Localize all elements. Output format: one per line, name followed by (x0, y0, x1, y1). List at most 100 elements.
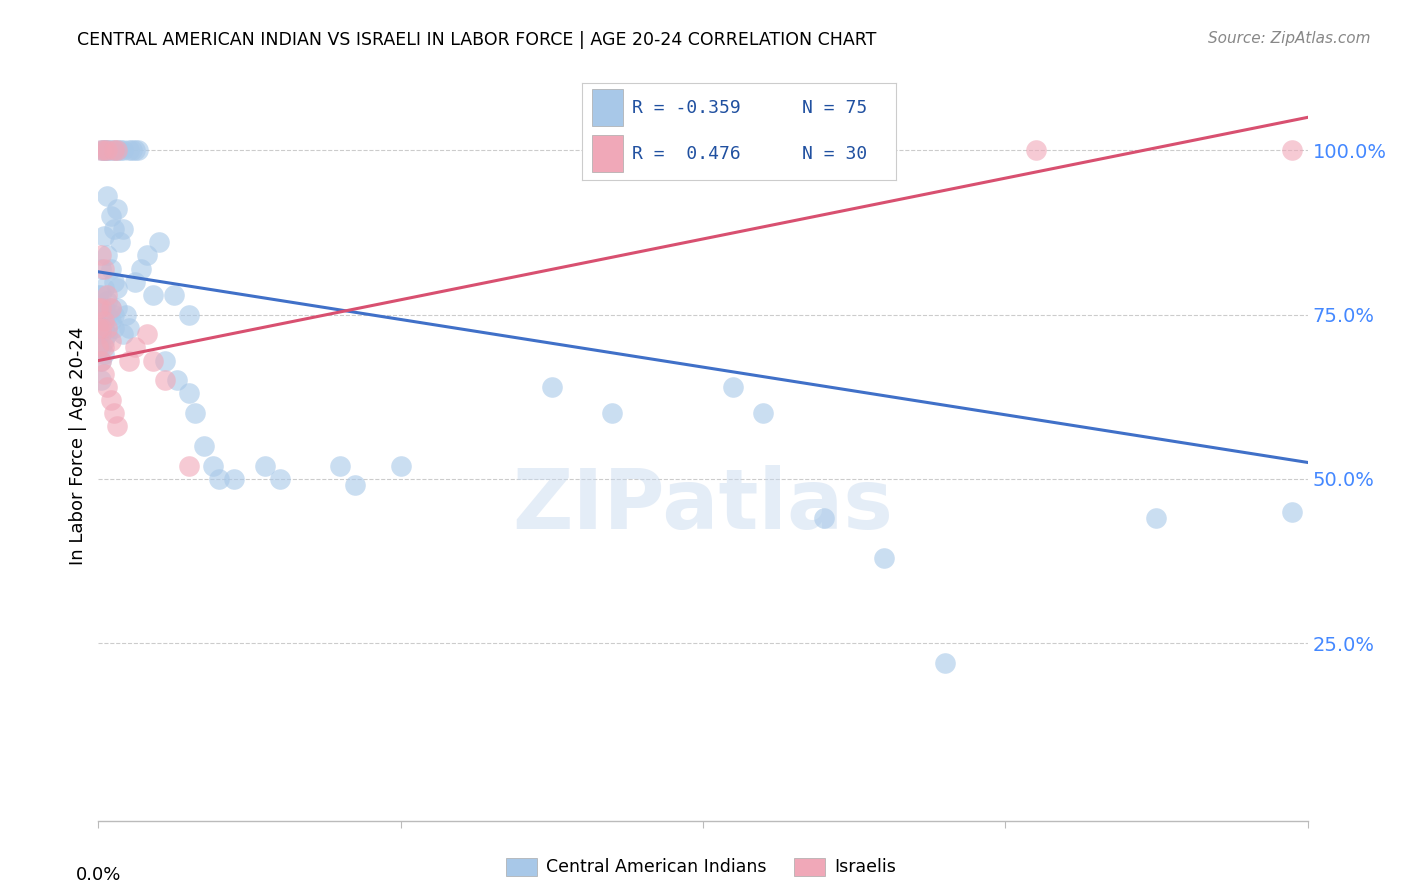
Point (1281, 143, 1303, 157)
Point (87, 320, 110, 334)
Point (114, 308, 136, 322)
Point (96, 288, 118, 302)
Point (124, 340, 146, 354)
Point (166, 373, 188, 387)
Point (96, 380, 118, 394)
Point (602, 406, 624, 420)
Point (93, 314, 115, 328)
Point (90, 353, 112, 368)
Point (93, 334, 115, 348)
Text: 0.0%: 0.0% (76, 865, 121, 884)
Point (1281, 505, 1303, 519)
Point (124, 143, 146, 157)
Point (93, 340, 115, 354)
Point (105, 202, 128, 217)
Point (103, 320, 125, 334)
Point (121, 143, 143, 157)
Point (93, 367, 115, 381)
Point (934, 656, 956, 670)
Point (103, 308, 125, 322)
Point (96, 327, 118, 342)
Point (184, 406, 207, 420)
Point (111, 222, 134, 236)
Point (329, 458, 352, 473)
Point (103, 143, 125, 157)
Point (142, 288, 165, 302)
Point (90, 288, 112, 302)
Point (1144, 511, 1167, 525)
Point (93, 143, 115, 157)
Point (103, 222, 125, 236)
Text: Source: ZipAtlas.com: Source: ZipAtlas.com (1208, 31, 1371, 46)
Point (142, 353, 165, 368)
Point (96, 320, 118, 334)
Point (90, 353, 112, 368)
Point (103, 275, 125, 289)
Text: Central American Indians: Central American Indians (546, 858, 766, 876)
Point (723, 380, 745, 394)
Point (124, 275, 146, 289)
Point (93, 261, 115, 276)
Point (87, 288, 110, 302)
Point (87, 301, 110, 315)
Point (118, 320, 141, 334)
Point (96, 189, 118, 203)
Point (96, 308, 118, 322)
Point (100, 334, 122, 348)
Point (344, 478, 367, 492)
Point (224, 472, 246, 486)
Point (96, 294, 118, 309)
Point (100, 392, 122, 407)
Point (90, 320, 112, 334)
Point (179, 308, 201, 322)
Point (90, 327, 112, 342)
Point (111, 327, 134, 342)
Point (269, 472, 291, 486)
Point (135, 248, 157, 262)
Point (93, 320, 115, 334)
Point (129, 261, 152, 276)
Point (96, 143, 118, 157)
Point (111, 143, 134, 157)
Point (105, 281, 128, 295)
Point (135, 327, 157, 342)
Point (90, 143, 112, 157)
Point (148, 235, 170, 250)
Point (105, 301, 128, 315)
Point (87, 340, 110, 354)
Point (179, 458, 201, 473)
Point (87, 308, 110, 322)
Point (90, 261, 112, 276)
Point (153, 373, 176, 387)
Point (153, 353, 176, 368)
Point (96, 143, 118, 157)
Point (389, 458, 412, 473)
Point (100, 314, 122, 328)
Point (96, 143, 118, 157)
Point (163, 288, 186, 302)
Point (93, 281, 115, 295)
Point (253, 458, 276, 473)
Point (752, 406, 775, 420)
Point (813, 511, 835, 525)
Point (93, 143, 115, 157)
Point (108, 235, 131, 250)
Point (202, 458, 225, 473)
Point (118, 143, 141, 157)
Point (873, 550, 896, 565)
Point (105, 143, 128, 157)
Point (100, 261, 122, 276)
Point (105, 143, 128, 157)
Text: ZIPatlas: ZIPatlas (513, 466, 893, 547)
Point (90, 308, 112, 322)
Point (100, 301, 122, 315)
Text: Israelis: Israelis (834, 858, 896, 876)
Point (540, 380, 562, 394)
Y-axis label: In Labor Force | Age 20-24: In Labor Force | Age 20-24 (69, 326, 87, 566)
Point (93, 301, 115, 315)
Point (752, 143, 775, 157)
Point (93, 347, 115, 361)
Point (90, 340, 112, 354)
Point (93, 143, 115, 157)
Point (103, 143, 125, 157)
